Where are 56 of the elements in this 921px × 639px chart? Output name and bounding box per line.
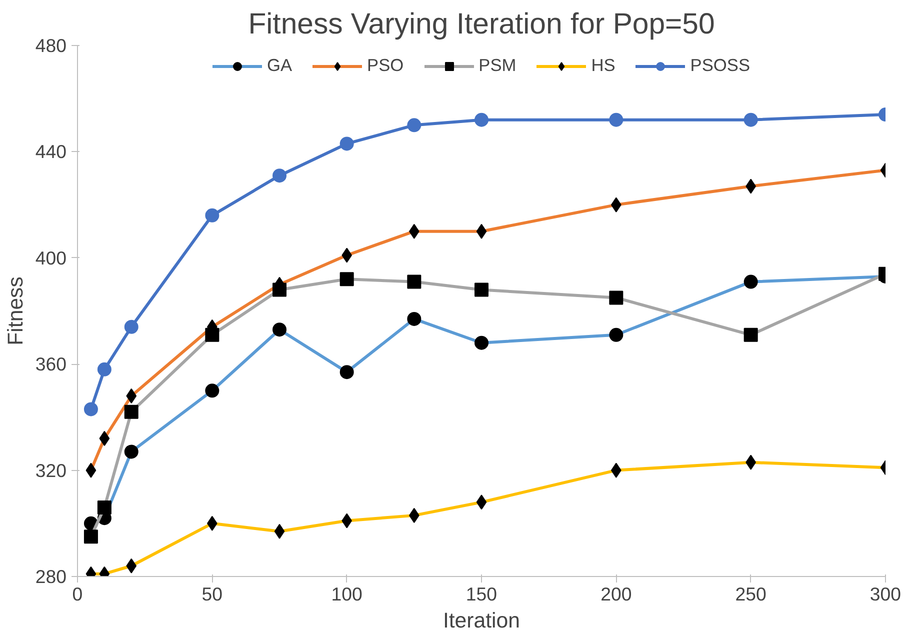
- point: [97, 500, 112, 514]
- legend-label: PSOSS: [690, 55, 750, 76]
- point: [474, 336, 488, 350]
- point: [744, 274, 758, 289]
- point: [340, 136, 354, 151]
- point: [274, 524, 285, 539]
- point: [407, 118, 422, 132]
- y-tick-label: 360: [35, 354, 67, 375]
- point: [97, 362, 112, 376]
- point: [272, 168, 286, 183]
- y-axis-title: Fitness: [3, 276, 28, 346]
- point: [407, 312, 422, 326]
- y-tick-label: 440: [35, 141, 67, 162]
- point: [126, 388, 137, 404]
- legend-label: PSO: [367, 55, 404, 76]
- x-tick-label: 50: [202, 584, 223, 604]
- point: [476, 224, 487, 239]
- legend-label: GA: [266, 55, 292, 76]
- point: [272, 322, 286, 337]
- point: [474, 282, 488, 297]
- legend-label: HS: [591, 55, 616, 76]
- point: [474, 112, 488, 127]
- legend-label: PSM: [478, 55, 516, 76]
- x-tick-label: 0: [72, 584, 83, 604]
- point: [205, 328, 220, 342]
- point: [744, 328, 758, 342]
- point: [744, 112, 758, 127]
- y-tick-label: 400: [35, 247, 67, 268]
- point: [126, 558, 137, 574]
- chart-title: Fitness Varying Iteration for Pop=50: [248, 8, 715, 40]
- point: [340, 272, 354, 286]
- point: [84, 530, 98, 544]
- point: [124, 320, 138, 334]
- x-tick-label: 300: [870, 584, 902, 604]
- point: [272, 282, 286, 297]
- x-tick-label: 100: [331, 584, 362, 604]
- point: [84, 402, 98, 416]
- y-tick-label: 320: [35, 460, 67, 481]
- point: [205, 384, 220, 398]
- point: [609, 112, 624, 127]
- x-axis-title: Iteration: [442, 608, 520, 632]
- y-tick-label: 480: [35, 35, 67, 56]
- point: [609, 328, 624, 342]
- point: [340, 365, 354, 380]
- point: [99, 430, 110, 446]
- point: [124, 444, 138, 459]
- point: [205, 208, 220, 222]
- point: [609, 290, 624, 305]
- x-tick-label: 250: [735, 584, 766, 604]
- point: [124, 404, 138, 419]
- point: [476, 494, 487, 510]
- point: [407, 274, 422, 289]
- x-tick-label: 150: [466, 584, 498, 604]
- y-tick-label: 280: [35, 566, 67, 587]
- x-tick-label: 200: [600, 584, 632, 604]
- point: [86, 462, 96, 478]
